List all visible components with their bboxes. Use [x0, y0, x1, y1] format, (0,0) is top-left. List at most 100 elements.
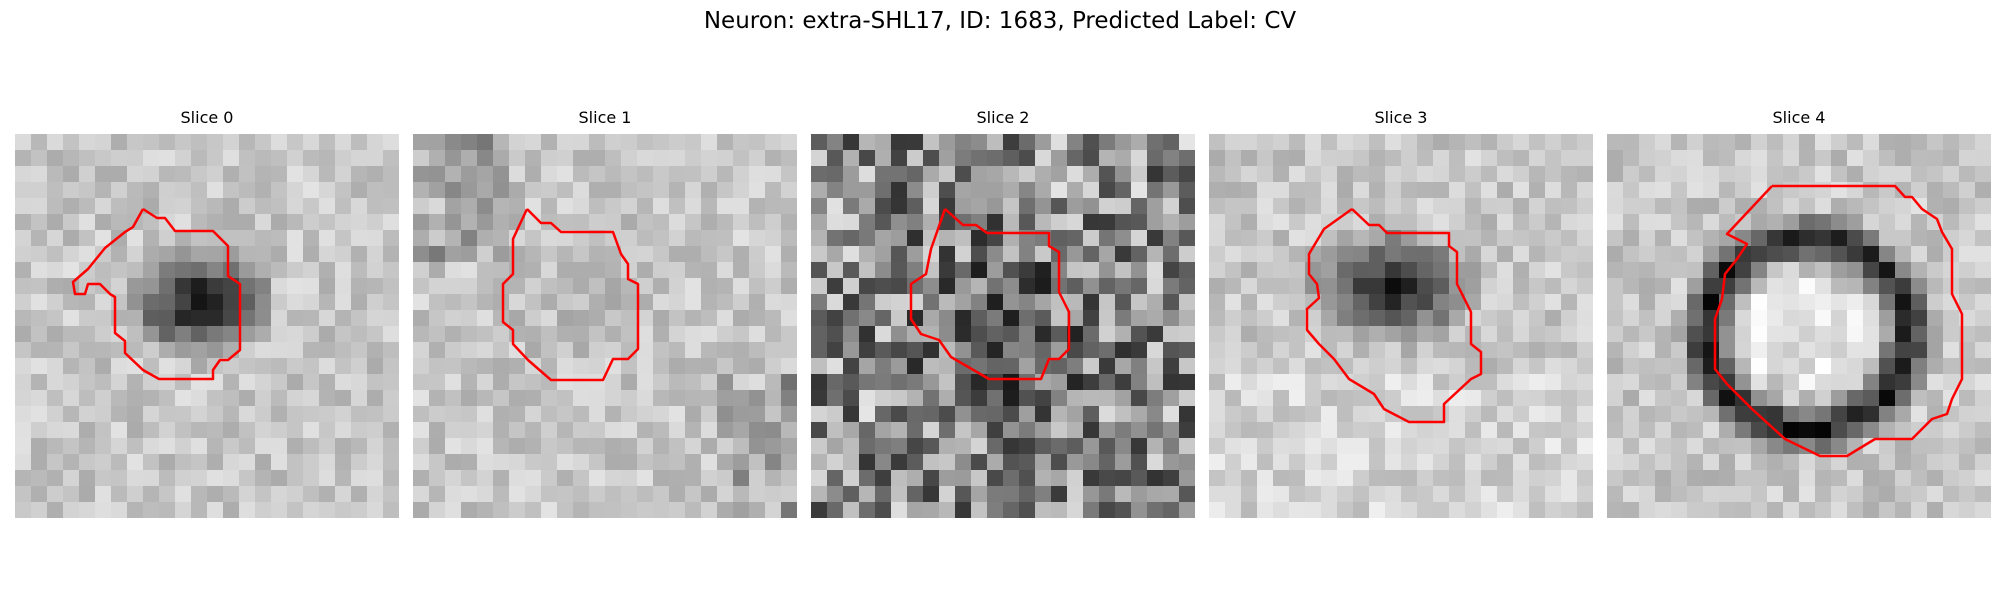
- pixel: [765, 198, 782, 215]
- pixel: [1927, 470, 1944, 487]
- pixel: [1847, 470, 1864, 487]
- pixel: [1115, 406, 1132, 423]
- pixel: [1799, 182, 1816, 199]
- pixel: [669, 502, 686, 518]
- pixel: [31, 166, 48, 183]
- pixel: [31, 294, 48, 311]
- pixel: [1799, 374, 1816, 391]
- pixel: [1147, 454, 1164, 471]
- pixel: [31, 246, 48, 263]
- pixel: [717, 470, 734, 487]
- pixel: [127, 438, 144, 455]
- pixel: [1337, 470, 1354, 487]
- pixel: [1959, 454, 1976, 471]
- pixel: [525, 454, 542, 471]
- pixel: [589, 454, 606, 471]
- pixel: [1417, 262, 1434, 279]
- pixel: [1975, 470, 1991, 487]
- pixel: [891, 294, 908, 311]
- pixel: [1879, 134, 1896, 151]
- pixel: [589, 294, 606, 311]
- pixel: [445, 198, 462, 215]
- pixel: [749, 310, 766, 327]
- pixel: [175, 374, 192, 391]
- pixel: [1943, 166, 1960, 183]
- pixel: [1019, 342, 1036, 359]
- pixel: [1051, 358, 1068, 375]
- pixel: [111, 358, 128, 375]
- pixel: [287, 390, 304, 407]
- pixel: [1975, 422, 1991, 439]
- pixel: [1465, 486, 1482, 503]
- pixel: [255, 166, 272, 183]
- pixel: [653, 150, 670, 167]
- pixel: [701, 454, 718, 471]
- pixel: [525, 310, 542, 327]
- pixel: [1767, 214, 1784, 231]
- pixel: [1115, 278, 1132, 295]
- pixel: [1465, 246, 1482, 263]
- pixel: [143, 134, 160, 151]
- pixel: [1019, 262, 1036, 279]
- pixel: [1131, 150, 1148, 167]
- pixel: [1179, 166, 1195, 183]
- pixel: [493, 406, 510, 423]
- pixel: [621, 486, 638, 503]
- pixel: [875, 486, 892, 503]
- pixel: [1847, 438, 1864, 455]
- pixel: [1735, 246, 1752, 263]
- pixel: [79, 310, 96, 327]
- pixel: [573, 230, 590, 247]
- pixel: [127, 422, 144, 439]
- pixel: [669, 134, 686, 151]
- pixel: [1337, 294, 1354, 311]
- pixel: [811, 198, 828, 215]
- segmentation-contour: [71, 207, 242, 381]
- pixel: [1179, 198, 1195, 215]
- pixel: [255, 406, 272, 423]
- pixel: [733, 246, 750, 263]
- pixel: [685, 310, 702, 327]
- pixel: [127, 134, 144, 151]
- pixel: [685, 406, 702, 423]
- pixel: [891, 502, 908, 518]
- pixel: [1927, 230, 1944, 247]
- pixel: [127, 150, 144, 167]
- pixel: [1225, 198, 1242, 215]
- pixel: [781, 486, 797, 503]
- pixel: [79, 246, 96, 263]
- pixel: [63, 134, 80, 151]
- pixel: [367, 278, 384, 295]
- pixel: [1019, 278, 1036, 295]
- pixel: [1799, 486, 1816, 503]
- pixel: [1257, 470, 1274, 487]
- pixel: [1815, 278, 1832, 295]
- pixel: [63, 278, 80, 295]
- pixel: [1019, 326, 1036, 343]
- pixel: [143, 470, 160, 487]
- pixel: [1561, 470, 1578, 487]
- pixel: [1401, 278, 1418, 295]
- pixel: [1879, 454, 1896, 471]
- pixel: [1163, 246, 1180, 263]
- pixel: [271, 182, 288, 199]
- pixel: [1545, 358, 1562, 375]
- pixel: [461, 278, 478, 295]
- pixel: [1067, 134, 1084, 151]
- pixel: [557, 246, 574, 263]
- pixel: [557, 406, 574, 423]
- pixel: [1513, 294, 1530, 311]
- pixel: [175, 150, 192, 167]
- pixel: [1831, 486, 1848, 503]
- pixel: [239, 502, 256, 518]
- pixel: [445, 246, 462, 263]
- pixel: [1417, 134, 1434, 151]
- pixel: [493, 326, 510, 343]
- pixel: [589, 214, 606, 231]
- pixel: [351, 438, 368, 455]
- pixel: [477, 438, 494, 455]
- pixel: [413, 198, 430, 215]
- pixel: [1703, 182, 1720, 199]
- pixel: [1305, 422, 1322, 439]
- pixel: [1003, 150, 1020, 167]
